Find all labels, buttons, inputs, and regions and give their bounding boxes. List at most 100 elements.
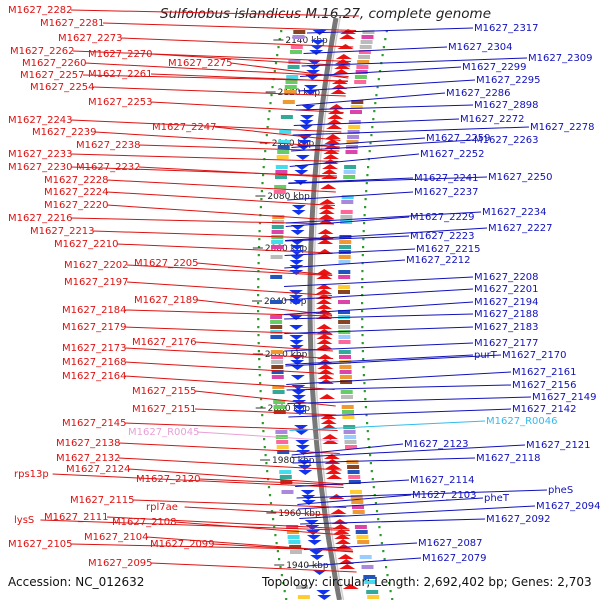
- reverse-gene-arrow[interactable]: [304, 520, 319, 525]
- gene-label-right[interactable]: M1627_2188: [474, 309, 539, 320]
- forward-gene-arrow[interactable]: [318, 209, 335, 214]
- gene-label-left[interactable]: M1627_2273: [58, 33, 123, 44]
- gene-label-right[interactable]: M1627_2170: [502, 350, 567, 361]
- gene-label-left[interactable]: rpl7ae: [146, 502, 178, 513]
- gene-label-left[interactable]: M1627_2253: [88, 97, 153, 108]
- gene-label-right[interactable]: M1627_2215: [416, 244, 481, 255]
- gene-label-left[interactable]: M1627_2247: [152, 122, 217, 133]
- gene-label-left[interactable]: M1627_2205: [134, 258, 199, 269]
- gene-label-right[interactable]: M1627_2250: [488, 172, 553, 183]
- gene-label-right[interactable]: M1627_2194: [474, 297, 539, 308]
- gene-label-left[interactable]: M1627_2197: [64, 277, 129, 288]
- reverse-gene-arrow[interactable]: [301, 500, 316, 505]
- gene-label-left[interactable]: lysS: [14, 515, 34, 526]
- gene-label-left[interactable]: M1627_2216: [8, 213, 73, 224]
- forward-gene-arrow[interactable]: [320, 419, 337, 424]
- gene-label-right[interactable]: M1627_2237: [414, 187, 479, 198]
- gene-label-left[interactable]: M1627_2254: [30, 82, 95, 93]
- gene-label-right[interactable]: M1627_2259: [426, 133, 491, 144]
- reverse-gene-arrow[interactable]: [310, 555, 325, 560]
- gene-label-left[interactable]: M1627_2184: [62, 305, 127, 316]
- gene-label-left[interactable]: M1627_2132: [56, 453, 121, 464]
- gene-label-left[interactable]: M1627_2213: [30, 226, 95, 237]
- gene-label-left[interactable]: M1627_2120: [136, 474, 201, 485]
- gene-label-left[interactable]: M1627_2164: [62, 371, 127, 382]
- gene-label-left[interactable]: M1627_2232: [76, 162, 141, 173]
- forward-gene-arrow[interactable]: [316, 299, 332, 304]
- forward-gene-arrow[interactable]: [330, 89, 347, 94]
- gene-label-right[interactable]: M1627_2304: [448, 42, 513, 53]
- reverse-gene-arrow[interactable]: [290, 230, 305, 235]
- reverse-gene-arrow[interactable]: [294, 170, 309, 175]
- reverse-gene-arrow[interactable]: [295, 440, 310, 445]
- gene-label-right[interactable]: M1627_2087: [418, 538, 483, 549]
- forward-gene-arrow[interactable]: [316, 269, 333, 274]
- forward-gene-arrow[interactable]: [324, 464, 341, 469]
- gene-label-right[interactable]: M1627_2121: [526, 440, 591, 451]
- gene-label-left[interactable]: M1627_2115: [70, 495, 135, 506]
- reverse-gene-arrow[interactable]: [289, 255, 304, 260]
- reverse-gene-arrow[interactable]: [306, 70, 321, 75]
- forward-gene-arrow[interactable]: [335, 54, 352, 59]
- gene-label-left[interactable]: M1627_2108: [112, 517, 177, 528]
- forward-gene-arrow[interactable]: [316, 324, 333, 329]
- gene-label-left[interactable]: M1627_2138: [56, 438, 121, 449]
- gene-label-right[interactable]: M1627_2118: [476, 453, 541, 464]
- forward-gene-arrow[interactable]: [316, 339, 333, 344]
- forward-gene-arrow[interactable]: [323, 454, 340, 459]
- reverse-gene-arrow[interactable]: [294, 165, 309, 170]
- reverse-gene-arrow[interactable]: [310, 45, 325, 50]
- reverse-gene-arrow[interactable]: [299, 120, 314, 125]
- reverse-gene-arrow[interactable]: [307, 60, 322, 65]
- forward-gene-arrow[interactable]: [322, 434, 338, 439]
- gene-label-right[interactable]: M1627_2272: [460, 114, 525, 125]
- reverse-gene-arrow[interactable]: [297, 465, 312, 470]
- gene-label-right[interactable]: M1627_2317: [474, 23, 539, 34]
- reverse-gene-arrow[interactable]: [307, 540, 322, 545]
- forward-gene-arrow[interactable]: [326, 119, 343, 124]
- gene-label-right[interactable]: M1627_2079: [422, 553, 487, 564]
- forward-gene-arrow[interactable]: [319, 204, 335, 209]
- reverse-gene-arrow[interactable]: [294, 425, 308, 430]
- gene-label-left[interactable]: M1627_2230: [8, 162, 73, 173]
- forward-gene-arrow[interactable]: [322, 164, 338, 169]
- forward-gene-arrow[interactable]: [342, 584, 359, 589]
- gene-label-left[interactable]: M1627_2239: [32, 127, 97, 138]
- reverse-gene-arrow[interactable]: [306, 535, 321, 540]
- reverse-gene-arrow[interactable]: [289, 325, 304, 330]
- forward-gene-arrow[interactable]: [322, 439, 339, 444]
- gene-label-left[interactable]: M1627_2145: [62, 418, 127, 429]
- forward-gene-arrow[interactable]: [330, 509, 347, 514]
- reverse-gene-arrow[interactable]: [295, 445, 310, 450]
- gene-label-left[interactable]: M1627_2243: [8, 115, 73, 126]
- reverse-gene-arrow[interactable]: [292, 410, 307, 415]
- gene-label-left[interactable]: M1627_2173: [62, 343, 127, 354]
- gene-label-left[interactable]: M1627_2105: [8, 539, 73, 550]
- gene-label-left[interactable]: M1627_2124: [66, 464, 131, 475]
- gene-label-right[interactable]: M1627_2286: [446, 88, 511, 99]
- reverse-gene-arrow[interactable]: [291, 210, 306, 215]
- forward-gene-arrow[interactable]: [319, 199, 336, 204]
- reverse-gene-arrow[interactable]: [289, 335, 304, 340]
- forward-gene-arrow[interactable]: [334, 534, 351, 539]
- reverse-gene-arrow[interactable]: [303, 90, 318, 95]
- reverse-gene-arrow[interactable]: [289, 345, 304, 350]
- gene-label-left[interactable]: M1627_2176: [132, 337, 197, 348]
- gene-label-right[interactable]: M1627_2156: [512, 380, 577, 391]
- gene-label-right[interactable]: M1627_R0046: [486, 416, 557, 427]
- forward-gene-arrow[interactable]: [328, 104, 345, 109]
- forward-gene-arrow[interactable]: [337, 554, 354, 559]
- forward-gene-arrow[interactable]: [320, 184, 337, 189]
- reverse-gene-arrow[interactable]: [310, 40, 325, 45]
- reverse-gene-arrow[interactable]: [291, 390, 306, 395]
- gene-label-left[interactable]: M1627_2104: [84, 532, 149, 543]
- gene-label-right[interactable]: M1627_2234: [482, 207, 547, 218]
- forward-gene-arrow[interactable]: [316, 289, 332, 294]
- gene-label-right[interactable]: M1627_2114: [410, 475, 475, 486]
- gene-label-left[interactable]: M1627_2095: [88, 558, 153, 569]
- gene-label-right[interactable]: M1627_2229: [410, 212, 475, 223]
- reverse-gene-arrow[interactable]: [291, 205, 306, 210]
- forward-gene-arrow[interactable]: [325, 469, 342, 474]
- gene-label-left[interactable]: M1627_2238: [76, 140, 141, 151]
- forward-gene-arrow[interactable]: [324, 139, 341, 144]
